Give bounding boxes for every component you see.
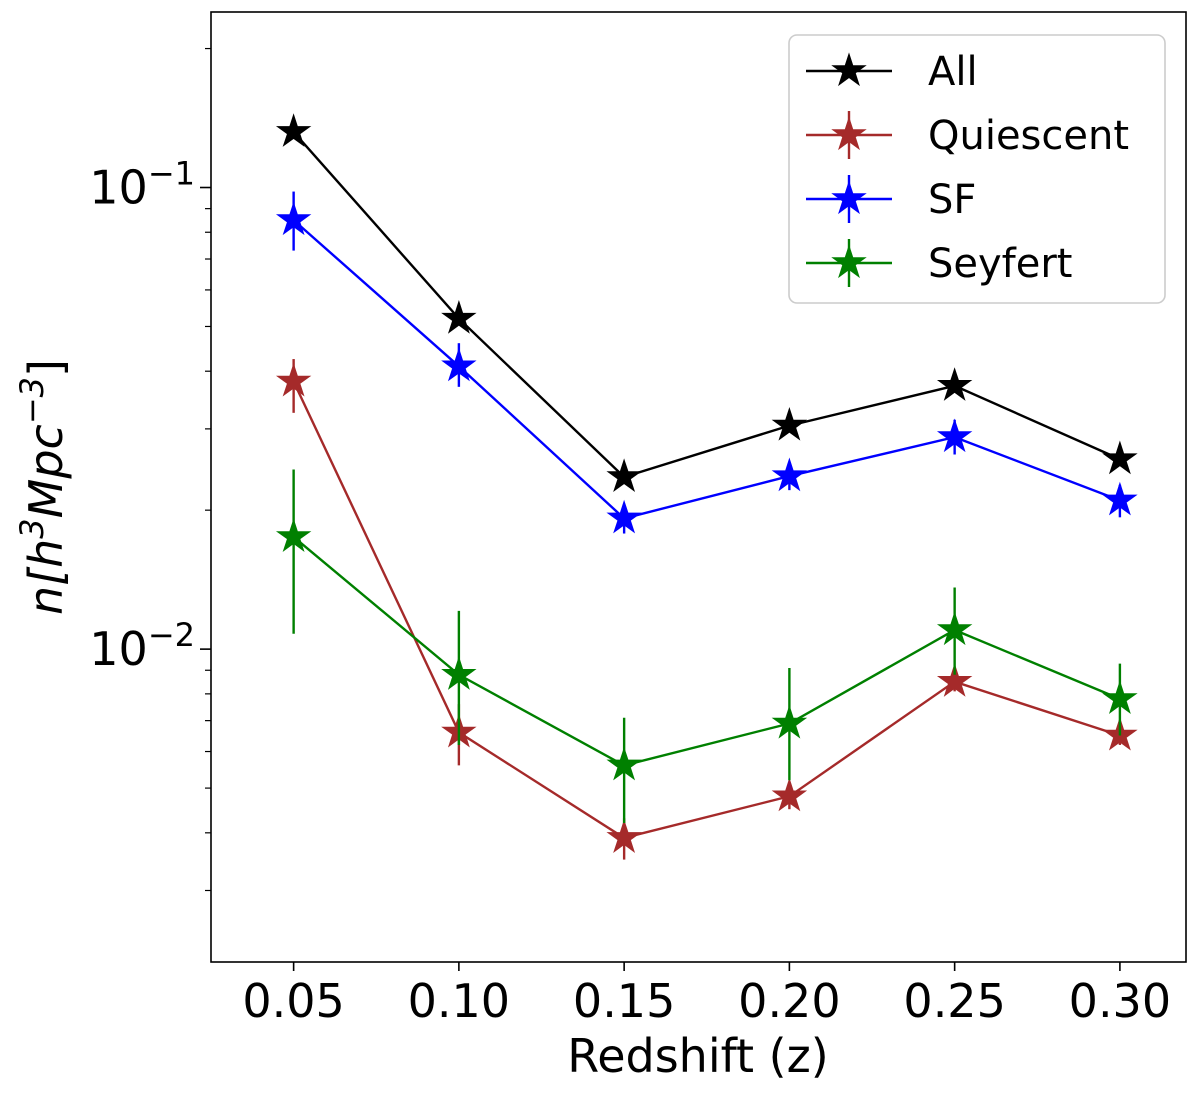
data-point-sf bbox=[936, 418, 973, 453]
data-point-all bbox=[441, 299, 477, 334]
series-line-seyfert bbox=[292, 535, 1121, 767]
x-axis-ticks: 0.05 0.10 0.15 0.20 0.25 0.30 bbox=[242, 962, 1171, 1028]
plot-frame bbox=[210, 11, 1187, 963]
data-point-seyfert bbox=[275, 518, 312, 553]
legend-marker-all bbox=[831, 52, 867, 87]
data-point-quiescent bbox=[936, 663, 973, 697]
data-point-all bbox=[1102, 440, 1138, 475]
x-tick-label: 0.20 bbox=[738, 974, 840, 1028]
y-tick-label-base: 10 bbox=[89, 161, 148, 215]
legend-label-sf: SF bbox=[928, 177, 976, 223]
y-axis-label-mid: Mpc bbox=[19, 424, 73, 518]
series-line-all bbox=[292, 131, 1121, 479]
data-point-sf bbox=[1102, 481, 1138, 516]
x-tick-label: 0.10 bbox=[408, 974, 510, 1028]
legend-marker-quiescent bbox=[831, 116, 867, 151]
legend: All Quiescent SF Seyfert bbox=[788, 34, 1166, 304]
legend-label-all: All bbox=[928, 49, 978, 95]
series-seyfert bbox=[275, 469, 1138, 824]
series-layer bbox=[275, 113, 1138, 860]
data-point-all bbox=[936, 367, 973, 401]
y-axis-label-exp1: 3 bbox=[13, 518, 51, 538]
legend-label-quiescent: Quiescent bbox=[928, 113, 1129, 159]
data-point-seyfert bbox=[936, 611, 973, 646]
x-tick-label: 0.25 bbox=[903, 974, 1005, 1028]
x-tick-label: 0.05 bbox=[242, 974, 344, 1028]
data-point-all bbox=[606, 458, 642, 493]
y-tick-label-base: 10 bbox=[89, 622, 148, 676]
series-sf bbox=[275, 191, 1138, 534]
y-tick-label-exp: −2 bbox=[148, 616, 195, 654]
y-axis-ticks: 10−110−2 bbox=[89, 47, 211, 892]
y-axis-label-exp2: −3 bbox=[13, 377, 51, 424]
y-tick-label: 10−1 bbox=[89, 155, 195, 215]
y-tick-label-exp: −1 bbox=[148, 155, 195, 193]
series-line-quiescent bbox=[292, 380, 1121, 840]
legend-marker-seyfert bbox=[831, 244, 867, 279]
data-point-quiescent bbox=[606, 819, 642, 854]
x-axis-label: Redshift (z) bbox=[567, 1029, 828, 1083]
data-point-quiescent bbox=[275, 362, 312, 397]
data-point-quiescent bbox=[771, 777, 808, 812]
data-point-seyfert bbox=[606, 746, 642, 781]
data-point-all bbox=[771, 406, 808, 441]
data-point-all bbox=[275, 113, 312, 147]
series-line-sf bbox=[292, 219, 1121, 520]
y-axis-label-end: ] bbox=[19, 359, 73, 377]
data-point-seyfert bbox=[771, 704, 808, 739]
data-point-seyfert bbox=[1102, 680, 1138, 715]
data-point-sf bbox=[606, 499, 642, 534]
y-axis-label: n[h3Mpc−3] bbox=[13, 359, 73, 615]
legend-label-seyfert: Seyfert bbox=[928, 241, 1073, 287]
y-axis-label-base: n[h bbox=[19, 539, 73, 615]
data-point-sf bbox=[441, 347, 477, 382]
y-tick-label: 10−2 bbox=[89, 616, 195, 676]
legend-box bbox=[788, 34, 1166, 304]
data-point-sf bbox=[771, 457, 808, 492]
x-tick-label: 0.30 bbox=[1069, 974, 1171, 1028]
x-tick-label: 0.15 bbox=[573, 974, 675, 1028]
data-point-sf bbox=[275, 201, 312, 236]
data-point-seyfert bbox=[441, 656, 477, 690]
legend-marker-sf bbox=[831, 180, 867, 215]
series-all bbox=[275, 113, 1138, 493]
